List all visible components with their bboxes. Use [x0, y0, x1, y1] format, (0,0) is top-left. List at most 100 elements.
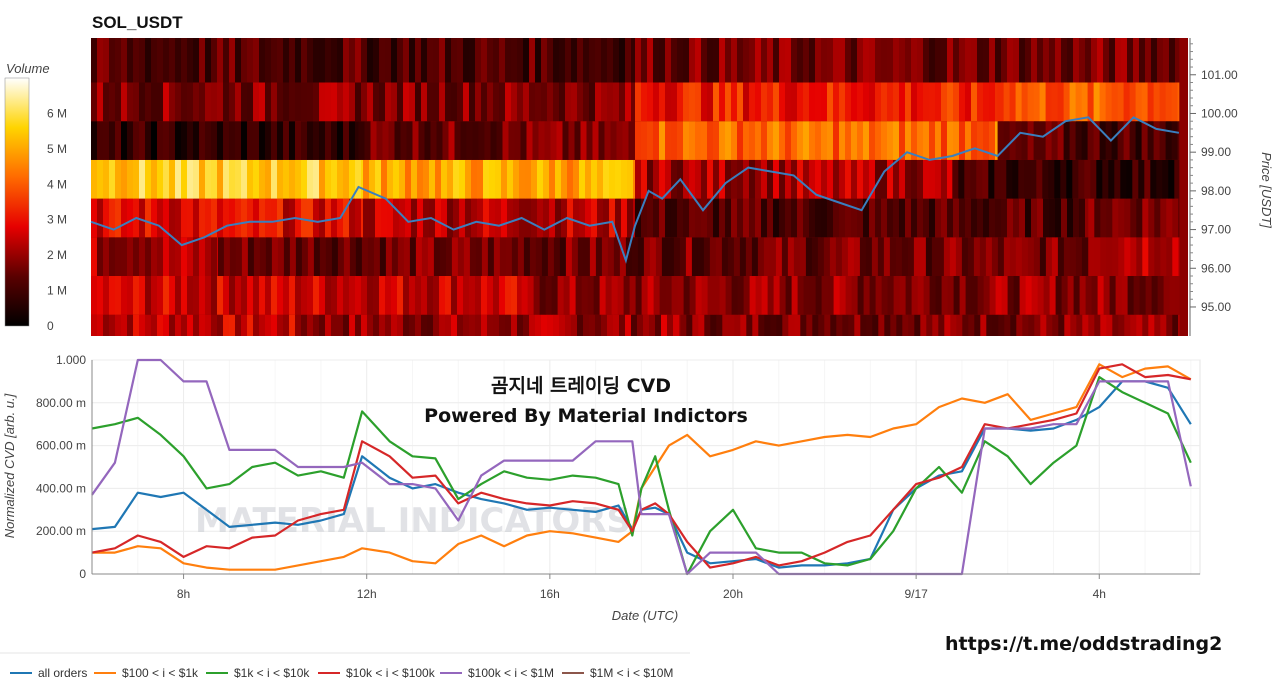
heatmap-cell	[767, 121, 774, 160]
heatmap-cell	[337, 82, 344, 122]
heatmap-cell	[199, 159, 206, 199]
cvd-x-tick-label: 16h	[540, 587, 560, 601]
heatmap-cell	[938, 314, 945, 336]
heatmap-cell	[289, 159, 296, 199]
heatmap-cell	[523, 237, 531, 276]
heatmap-cell	[1075, 82, 1082, 122]
heatmap-cell	[469, 38, 476, 83]
heatmap-cell	[1067, 276, 1074, 315]
heatmap-cell	[1115, 38, 1122, 83]
heatmap-cell	[493, 276, 500, 315]
heatmap-cell	[815, 159, 822, 199]
heatmap-cell	[643, 314, 650, 336]
heatmap-cell	[683, 121, 690, 160]
heatmap-cell	[355, 82, 362, 122]
cvd-x-tick-label: 8h	[177, 587, 190, 601]
heatmap-cell	[253, 82, 260, 122]
heatmap-cell	[175, 38, 182, 83]
heatmap-cell	[139, 159, 146, 199]
heatmap-cell	[941, 82, 948, 122]
heatmap-cell	[199, 237, 206, 276]
cvd-y-tick-label: 600.00 m	[36, 439, 86, 453]
heatmap-cell	[749, 38, 756, 83]
heatmap-cell	[403, 276, 410, 315]
heatmap-cell	[830, 314, 837, 336]
heatmap-cell	[749, 276, 756, 315]
heatmap-cell	[785, 198, 792, 238]
heatmap-cell	[973, 237, 981, 276]
heatmap-cell	[1157, 38, 1164, 83]
heatmap-cell	[722, 314, 729, 336]
heatmap-cell	[659, 276, 666, 315]
heatmap-cell	[349, 237, 357, 276]
heatmap-cell	[217, 121, 224, 160]
heatmap-cell	[845, 38, 852, 83]
heatmap-cell	[794, 314, 801, 336]
heatmap-cell	[1055, 38, 1062, 83]
heatmap-cell	[1154, 314, 1161, 336]
heatmap-cell	[375, 198, 382, 238]
heatmap-cell	[91, 38, 98, 83]
heatmap-cell	[659, 198, 666, 238]
heatmap-cell	[91, 159, 98, 199]
heatmap-cell	[441, 198, 448, 238]
telegram-link[interactable]: https://t.me/oddstrading2	[945, 633, 1222, 655]
heatmap-cell	[193, 314, 200, 336]
heatmap-cell	[187, 314, 194, 336]
heatmap-cell	[1159, 82, 1166, 122]
heatmap-cell	[319, 198, 326, 238]
heatmap-cell	[781, 237, 789, 276]
heatmap-cell	[673, 314, 680, 336]
heatmap-cell	[965, 276, 972, 315]
heatmap-cell	[1051, 121, 1058, 160]
heatmap-cell	[1040, 314, 1047, 336]
heatmap-cell	[513, 159, 520, 199]
heatmap-cell	[169, 38, 176, 83]
heatmap-cell	[547, 237, 555, 276]
heatmap-cell	[821, 38, 828, 83]
heatmap-cell	[1042, 159, 1049, 199]
heatmap-cell	[1009, 82, 1016, 122]
colorbar-tick-label: 2 M	[47, 248, 67, 262]
heatmap-cell	[863, 121, 870, 160]
heatmap-cell	[1087, 121, 1094, 160]
heatmap-cell	[369, 198, 376, 238]
heatmap-cell	[451, 276, 458, 315]
heatmap-cell	[851, 121, 858, 160]
heatmap-cell	[911, 121, 918, 160]
heatmap-cell	[997, 121, 1004, 160]
heatmap-cell	[615, 159, 622, 199]
heatmap-cell	[205, 198, 212, 238]
heatmap-cell	[710, 314, 717, 336]
heatmap-cell	[803, 82, 810, 122]
heatmap-cell	[277, 82, 284, 122]
heatmap-cell	[399, 159, 406, 199]
heatmap-cell	[1135, 82, 1142, 122]
heatmap-cell	[91, 198, 98, 238]
heatmap-cell	[673, 237, 681, 276]
heatmap-cell	[387, 159, 394, 199]
heatmap-cell	[295, 237, 303, 276]
heatmap-cell	[517, 82, 524, 122]
heatmap-cell	[531, 159, 538, 199]
heatmap-cell	[977, 38, 984, 83]
heatmap-cell	[559, 237, 567, 276]
heatmap-cell	[463, 237, 471, 276]
heatmap-cell	[943, 237, 951, 276]
heatmap-cell	[259, 276, 266, 315]
heatmap-cell	[935, 159, 942, 199]
heatmap-cell	[1169, 38, 1176, 83]
heatmap-cell	[253, 314, 260, 336]
heatmap-cell	[935, 82, 942, 122]
heatmap-cell	[475, 314, 482, 336]
heatmap-cell	[755, 121, 762, 160]
heatmap-cell	[1130, 237, 1137, 276]
heatmap-cell	[965, 121, 972, 160]
heatmap-cell	[583, 82, 590, 122]
heatmap-cell	[403, 237, 411, 276]
heatmap-cell	[229, 314, 236, 336]
heatmap-cell	[761, 82, 768, 122]
heatmap-cell	[363, 159, 370, 199]
heatmap-cell	[507, 159, 514, 199]
heatmap-cell	[1103, 38, 1110, 83]
